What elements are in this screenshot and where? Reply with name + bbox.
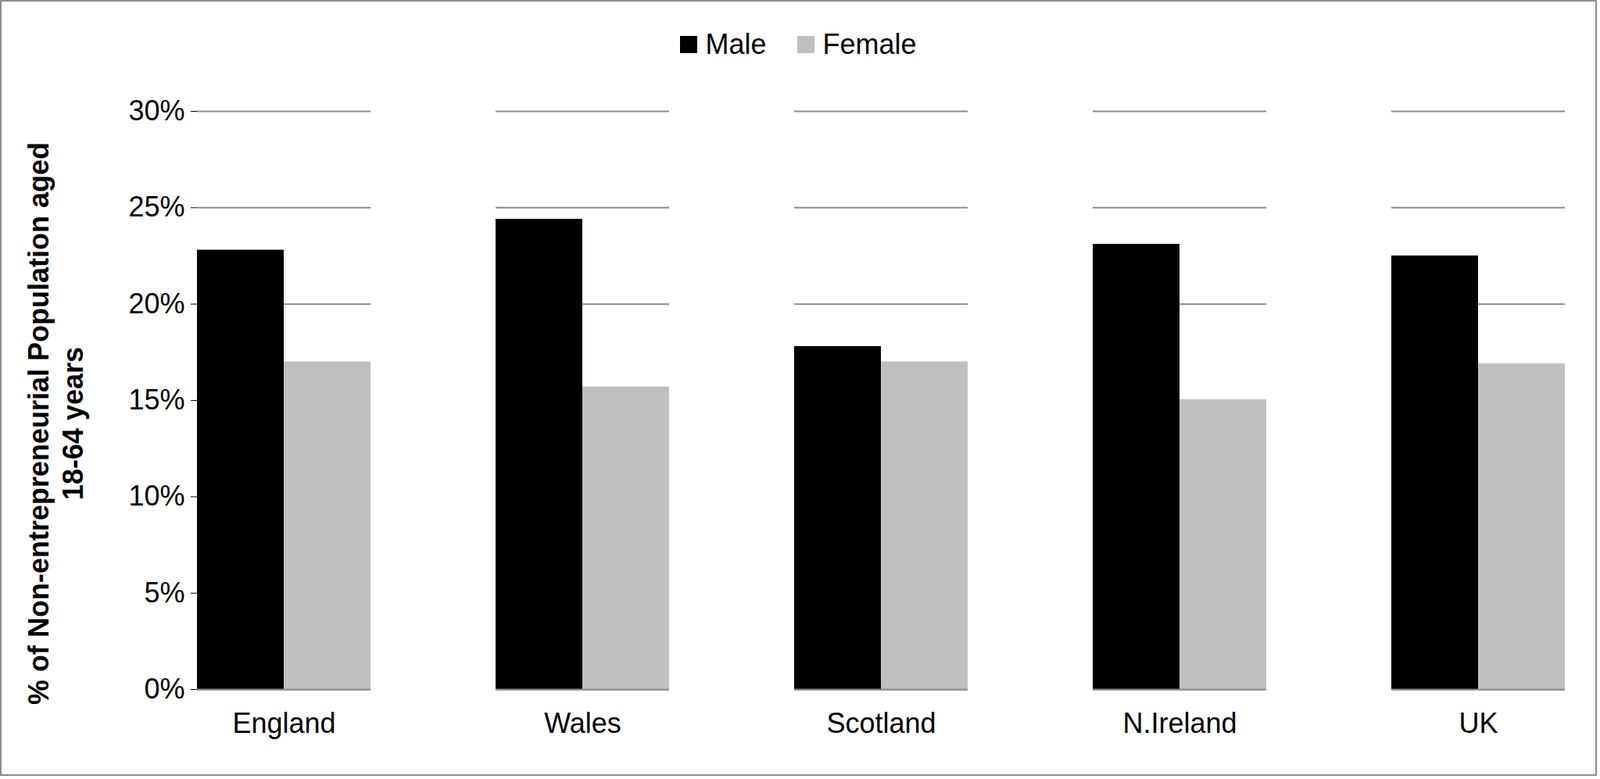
svg-text:30%: 30% <box>128 94 185 127</box>
svg-text:Wales: Wales <box>544 707 622 740</box>
svg-text:15%: 15% <box>128 383 185 416</box>
html-text:% of Non-entrepreneurial Popul: % of Non-entrepreneurial Population aged… <box>22 142 90 706</box>
svg-text:25%: 25% <box>128 190 185 223</box>
svg-text:Scotland: Scotland <box>826 707 936 740</box>
html-text:Male: Male <box>705 28 767 61</box>
html-text:Female: Female <box>822 28 917 61</box>
svg-text:20%: 20% <box>128 287 185 320</box>
svg-text:0%: 0% <box>143 672 185 706</box>
svg-text:England: England <box>232 707 336 740</box>
svg-text:10%: 10% <box>128 479 185 512</box>
svg-text:UK: UK <box>1458 707 1498 740</box>
svg-text:N.Ireland: N.Ireland <box>1122 707 1237 740</box>
svg-text:5%: 5% <box>143 576 185 609</box>
